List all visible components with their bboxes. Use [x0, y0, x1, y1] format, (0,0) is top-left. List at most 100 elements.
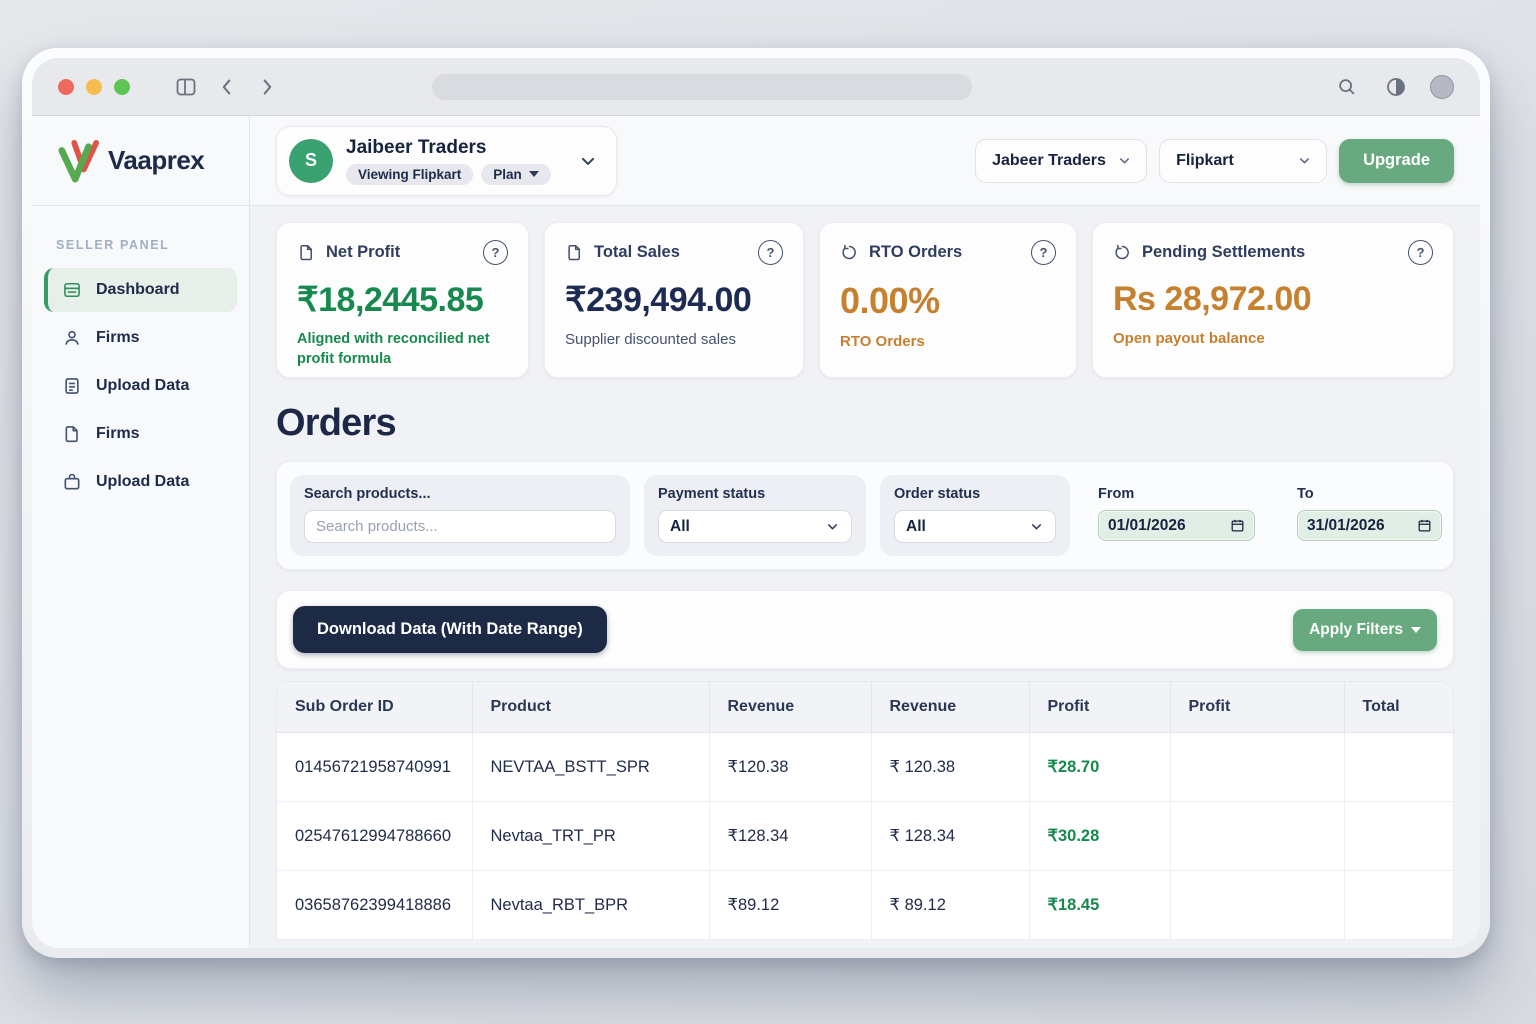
table-header-row: Sub Order ID Product Revenue Revenue Pro…	[277, 682, 1453, 733]
stat-title: Net Profit	[326, 243, 401, 261]
user-card[interactable]: S Jaibeer Traders Viewing Flipkart Plan	[276, 125, 617, 196]
help-icon[interactable]: ?	[1031, 240, 1056, 265]
cell-profit-2	[1170, 870, 1345, 940]
from-date-input[interactable]	[1098, 510, 1255, 541]
badge-row: Viewing Flipkart Plan	[346, 163, 551, 185]
stat-title: RTO Orders	[869, 243, 963, 261]
cell-profit-2	[1170, 801, 1345, 871]
cell-revenue-2: ₹ 89.12	[871, 870, 1030, 940]
column-header-product: Product	[472, 682, 710, 733]
stat-card-total-sales: Total Sales ? ₹239,494.00 Supplier disco…	[544, 222, 804, 378]
help-icon[interactable]: ?	[483, 240, 508, 265]
sidebar-item-upload-data[interactable]: Upload Data	[44, 364, 237, 408]
from-date-group: From	[1084, 475, 1269, 556]
profile-avatar[interactable]	[1430, 74, 1454, 99]
cell-revenue: ₹128.34	[709, 801, 872, 871]
chevron-down-icon	[828, 524, 837, 530]
sidebar-item-label: Firms	[96, 425, 140, 442]
browser-toolbar	[32, 58, 1480, 116]
cell-revenue: ₹120.38	[709, 732, 872, 802]
search-button[interactable]	[1332, 72, 1362, 102]
sidebar-toggle-button[interactable]	[170, 71, 202, 103]
file-icon	[65, 426, 78, 443]
apply-filters-button[interactable]: Apply Filters	[1293, 608, 1437, 651]
orders-table: Sub Order ID Product Revenue Revenue Pro…	[277, 682, 1453, 940]
device-frame: Vaaprex SELLER PANEL Dashboard Firms Upl…	[22, 48, 1490, 958]
column-header-revenue: Revenue	[709, 682, 872, 733]
stat-subtitle: Open payout balance	[1113, 330, 1265, 347]
back-button[interactable]	[212, 72, 242, 102]
from-date-value[interactable]	[1108, 516, 1218, 535]
filters-card: Search products... Payment status All Or…	[276, 461, 1454, 570]
stats-row: Net Profit ? ₹18,2445.85 Aligned with re…	[276, 222, 1454, 378]
sidebar-item-label: Upload Data	[96, 473, 190, 490]
page-title: Orders	[276, 402, 397, 444]
calendar-icon	[1231, 519, 1244, 532]
marketplace-select[interactable]: Flipkart	[1159, 138, 1328, 183]
stat-subtitle: Aligned with reconcilied net profit form…	[297, 331, 490, 367]
table-row[interactable]: 01456721958740991 NEVTAA_BSTT_SPR ₹120.3…	[277, 732, 1453, 802]
plan-badge[interactable]: Plan	[481, 163, 551, 185]
sidebar: Vaaprex SELLER PANEL Dashboard Firms Upl…	[32, 116, 250, 948]
stat-value: 0.00%	[840, 280, 940, 321]
cell-product: Nevtaa_RBT_BPR	[472, 870, 710, 940]
window-controls	[58, 78, 130, 95]
help-icon[interactable]: ?	[1408, 240, 1433, 265]
cell-total	[1344, 732, 1453, 802]
table-row[interactable]: 02547612994788660 Nevtaa_TRT_PR ₹128.34 …	[277, 801, 1453, 871]
seller-panel-label: SELLER PANEL	[56, 238, 170, 252]
sidebar-item-firms-2[interactable]: Firms	[44, 412, 237, 456]
cell-total	[1344, 870, 1453, 940]
logo-row: Vaaprex	[32, 116, 249, 206]
download-data-button[interactable]: Download Data (With Date Range)	[293, 606, 607, 653]
maximize-window-button[interactable]	[114, 78, 130, 95]
payment-status-select[interactable]: All	[658, 510, 852, 543]
account-select[interactable]: Jabeer Traders	[975, 138, 1148, 183]
close-window-button[interactable]	[58, 78, 74, 95]
sidebar-item-upload-data-2[interactable]: Upload Data	[44, 460, 237, 504]
order-status-label: Order status	[894, 486, 981, 502]
cell-profit: ₹28.70	[1029, 732, 1171, 802]
cell-sub-order-id: 01456721958740991	[277, 732, 473, 802]
to-date-value[interactable]	[1307, 516, 1417, 535]
user-avatar: S	[289, 138, 333, 183]
cell-sub-order-id: 02547612994788660	[277, 801, 473, 871]
user-name: Jaibeer Traders	[346, 136, 487, 158]
orders-table-card: Sub Order ID Product Revenue Revenue Pro…	[276, 681, 1454, 940]
search-input[interactable]	[304, 510, 616, 543]
sidebar-item-dashboard[interactable]: Dashboard	[44, 268, 237, 312]
forward-button[interactable]	[252, 72, 282, 102]
address-bar[interactable]	[432, 73, 972, 100]
cell-profit-2	[1170, 732, 1345, 802]
to-date-input[interactable]	[1297, 510, 1442, 541]
help-icon[interactable]: ?	[758, 240, 783, 265]
chevron-down-icon	[1300, 158, 1310, 164]
upgrade-button[interactable]: Upgrade	[1339, 138, 1454, 183]
order-status-select[interactable]: All	[894, 510, 1056, 543]
column-header-total: Total	[1344, 682, 1453, 733]
document-lines-icon	[65, 378, 79, 394]
search-label: Search products...	[304, 486, 431, 502]
user-info: Jaibeer Traders Viewing Flipkart Plan	[346, 137, 551, 185]
cell-revenue: ₹89.12	[709, 870, 872, 940]
minimize-window-button[interactable]	[86, 78, 102, 95]
actions-card: Download Data (With Date Range) Apply Fi…	[276, 590, 1454, 669]
table-row[interactable]: 03658762399418886 Nevtaa_RBT_BPR ₹89.12 …	[277, 870, 1453, 940]
stat-subtitle: RTO Orders	[840, 333, 925, 350]
document-icon	[568, 245, 581, 261]
stat-value: ₹18,2445.85	[297, 281, 484, 319]
sidebar-nav: Dashboard Firms Upload Data Firms	[32, 268, 249, 504]
reader-mode-button[interactable]	[1380, 71, 1412, 103]
stat-title: Pending Settlements	[1142, 243, 1306, 261]
stat-title: Total Sales	[594, 243, 680, 261]
history-icon	[1115, 244, 1129, 260]
brand-name: Vaaprex	[108, 145, 205, 175]
caret-down-icon	[1411, 626, 1421, 633]
cell-profit: ₹18.45	[1029, 870, 1171, 940]
stat-value: ₹239,494.00	[565, 281, 752, 319]
sidebar-item-firms[interactable]: Firms	[44, 316, 237, 360]
to-date-group: To	[1283, 475, 1456, 556]
chevron-down-icon	[581, 157, 594, 165]
column-header-revenue-2: Revenue	[871, 682, 1030, 733]
cell-revenue-2: ₹ 120.38	[871, 732, 1030, 802]
